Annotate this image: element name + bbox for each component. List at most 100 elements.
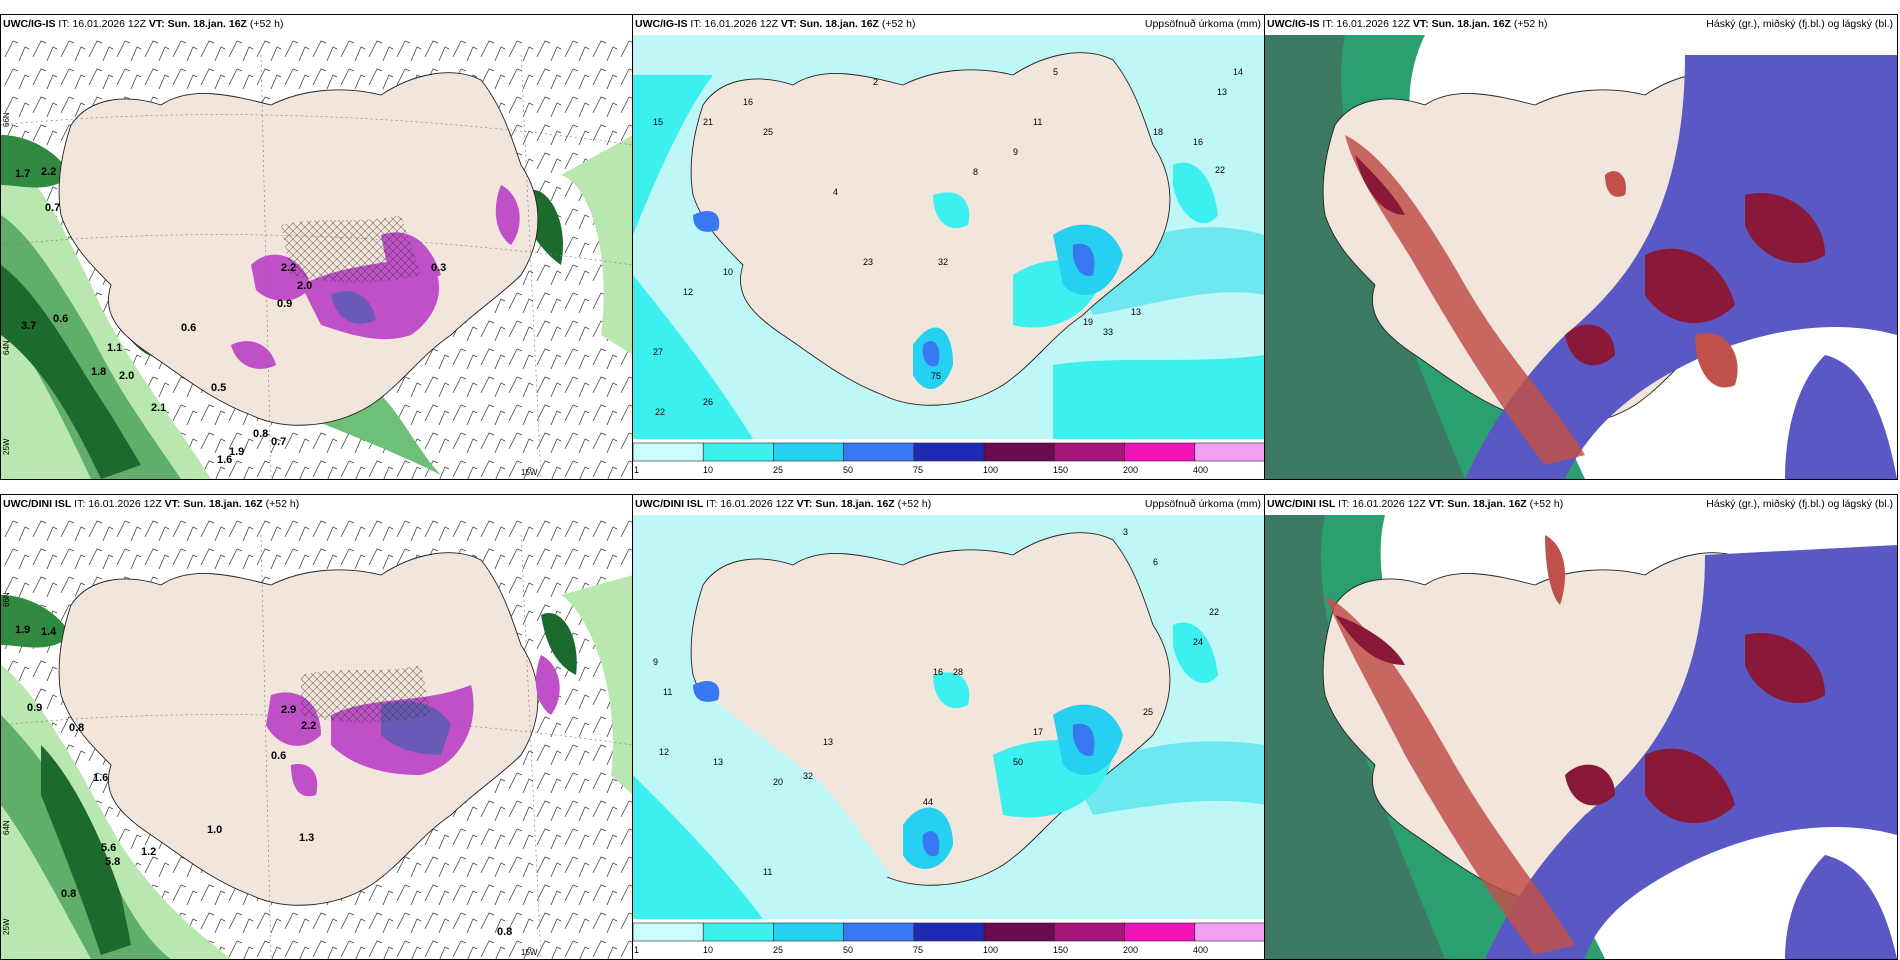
panel-header: UWC/IG-IS IT: 16.01.2026 12Z VT: Sun. 18… — [635, 18, 916, 30]
svg-text:25: 25 — [1143, 707, 1153, 717]
svg-text:0.7: 0.7 — [271, 436, 286, 448]
svg-text:2.2: 2.2 — [41, 166, 56, 178]
svg-text:0.6: 0.6 — [181, 322, 196, 334]
svg-text:0.8: 0.8 — [61, 888, 76, 900]
svg-text:0.9: 0.9 — [277, 298, 292, 310]
legend-swatch — [1124, 442, 1196, 462]
svg-text:1: 1 — [634, 945, 639, 955]
precip-legend-bot: 1 10 25 50 75 100 150 200 400 — [633, 922, 1265, 955]
svg-text:0.7: 0.7 — [45, 202, 60, 214]
legend-swatch — [633, 922, 704, 942]
svg-text:25: 25 — [773, 945, 783, 955]
svg-text:6: 6 — [1153, 557, 1158, 567]
svg-text:100: 100 — [983, 945, 998, 955]
legend-swatch — [1124, 922, 1196, 942]
svg-text:27: 27 — [653, 347, 663, 357]
svg-text:19: 19 — [1083, 317, 1093, 327]
svg-text:15W: 15W — [521, 948, 538, 957]
svg-text:5: 5 — [1053, 67, 1058, 77]
svg-text:2: 2 — [873, 77, 878, 87]
svg-text:32: 32 — [803, 771, 813, 781]
svg-text:200: 200 — [1123, 465, 1138, 475]
svg-text:2.0: 2.0 — [297, 280, 312, 292]
svg-text:50: 50 — [843, 465, 853, 475]
legend-swatch — [983, 442, 1055, 462]
svg-text:1.1: 1.1 — [107, 342, 122, 354]
legend-swatch — [633, 442, 704, 462]
panel-top-cloud: UWC/IG-IS IT: 16.01.2026 12Z VT: Sun. 18… — [1264, 14, 1898, 480]
svg-text:2.2: 2.2 — [281, 262, 296, 274]
precip-legend-top: 1 10 25 50 75 100 150 200 400 — [633, 442, 1265, 475]
svg-text:25W: 25W — [2, 438, 11, 455]
svg-text:0.6: 0.6 — [271, 750, 286, 762]
svg-text:21: 21 — [703, 117, 713, 127]
svg-text:16: 16 — [1193, 137, 1203, 147]
legend-swatch — [773, 922, 844, 942]
svg-text:2.0: 2.0 — [119, 370, 134, 382]
legend-swatch — [843, 922, 915, 942]
precip-map-bot: 9 11 12 13 20 32 13 28 16 44 50 17 25 24… — [633, 515, 1265, 919]
svg-text:2.1: 2.1 — [151, 402, 166, 414]
panel-title: Uppsöfnuð úrkoma (mm) — [1144, 18, 1261, 30]
svg-text:23: 23 — [863, 257, 873, 267]
svg-text:11: 11 — [1033, 117, 1042, 127]
legend-swatch — [1054, 922, 1125, 942]
svg-text:1.7: 1.7 — [15, 168, 30, 180]
svg-text:1.0: 1.0 — [207, 824, 222, 836]
legend-swatch — [702, 922, 774, 942]
svg-text:13: 13 — [1131, 307, 1141, 317]
svg-text:15: 15 — [653, 117, 663, 127]
svg-text:1.9: 1.9 — [15, 624, 30, 636]
panel-header: UWC/DINI ISL IT: 16.01.2026 12Z VT: Sun.… — [1267, 498, 1564, 510]
svg-text:66N: 66N — [2, 112, 11, 127]
svg-text:0.8: 0.8 — [253, 428, 268, 440]
svg-text:0.6: 0.6 — [53, 313, 68, 325]
svg-text:10: 10 — [723, 267, 733, 277]
svg-text:1.9: 1.9 — [229, 446, 244, 458]
svg-text:50: 50 — [843, 945, 853, 955]
svg-text:13: 13 — [823, 737, 833, 747]
svg-text:20: 20 — [773, 777, 783, 787]
svg-text:25W: 25W — [2, 918, 11, 935]
legend-swatch — [702, 442, 774, 462]
svg-text:0.9: 0.9 — [27, 702, 42, 714]
svg-text:9: 9 — [1013, 147, 1018, 157]
svg-text:75: 75 — [931, 371, 941, 381]
panel-title: Háský (gr.), miðský (fj.bl.) og lágský (… — [1706, 18, 1893, 30]
svg-text:50: 50 — [1013, 757, 1023, 767]
svg-text:1: 1 — [634, 465, 639, 475]
svg-text:25: 25 — [763, 127, 773, 137]
panel-header: UWC/DINI ISL IT: 16.01.2026 12Z VT: Sun.… — [3, 498, 300, 510]
svg-text:0.8: 0.8 — [497, 926, 512, 938]
svg-text:32: 32 — [938, 257, 948, 267]
svg-text:3.7: 3.7 — [21, 320, 36, 332]
svg-text:22: 22 — [1209, 607, 1219, 617]
svg-text:1.3: 1.3 — [299, 832, 314, 844]
legend-swatch — [1194, 922, 1265, 942]
panel-bot-precip: UWC/DINI ISL IT: 16.01.2026 12Z VT: Sun.… — [632, 494, 1266, 960]
svg-text:64N: 64N — [2, 340, 11, 355]
legend-swatch — [1194, 442, 1265, 462]
svg-text:75: 75 — [913, 465, 923, 475]
svg-text:26: 26 — [703, 397, 713, 407]
legend-swatch — [913, 922, 985, 942]
svg-text:10: 10 — [703, 945, 713, 955]
svg-text:0.8: 0.8 — [69, 722, 84, 734]
svg-text:1.6: 1.6 — [93, 772, 108, 784]
svg-text:11: 11 — [763, 867, 772, 877]
svg-text:24: 24 — [1193, 637, 1203, 647]
svg-text:11: 11 — [663, 687, 672, 697]
svg-text:200: 200 — [1123, 945, 1138, 955]
cloud-map-bot — [1265, 515, 1897, 959]
snow-map-top: 1.7 2.2 0.7 0.6 3.7 1.8 2.0 2.1 0.5 2.2 … — [1, 35, 633, 479]
svg-text:15W: 15W — [521, 468, 538, 477]
svg-text:13: 13 — [713, 757, 723, 767]
svg-text:150: 150 — [1053, 465, 1068, 475]
svg-text:0.5: 0.5 — [211, 382, 226, 394]
panel-top-snow: UWC/IG-IS IT: 16.01.2026 12Z VT: Sun. 18… — [0, 14, 634, 480]
svg-text:5.8: 5.8 — [105, 856, 120, 868]
svg-text:9: 9 — [653, 657, 658, 667]
panel-bot-snow: UWC/DINI ISL IT: 16.01.2026 12Z VT: Sun.… — [0, 494, 634, 960]
svg-text:75: 75 — [913, 945, 923, 955]
svg-text:2.9: 2.9 — [281, 704, 296, 716]
